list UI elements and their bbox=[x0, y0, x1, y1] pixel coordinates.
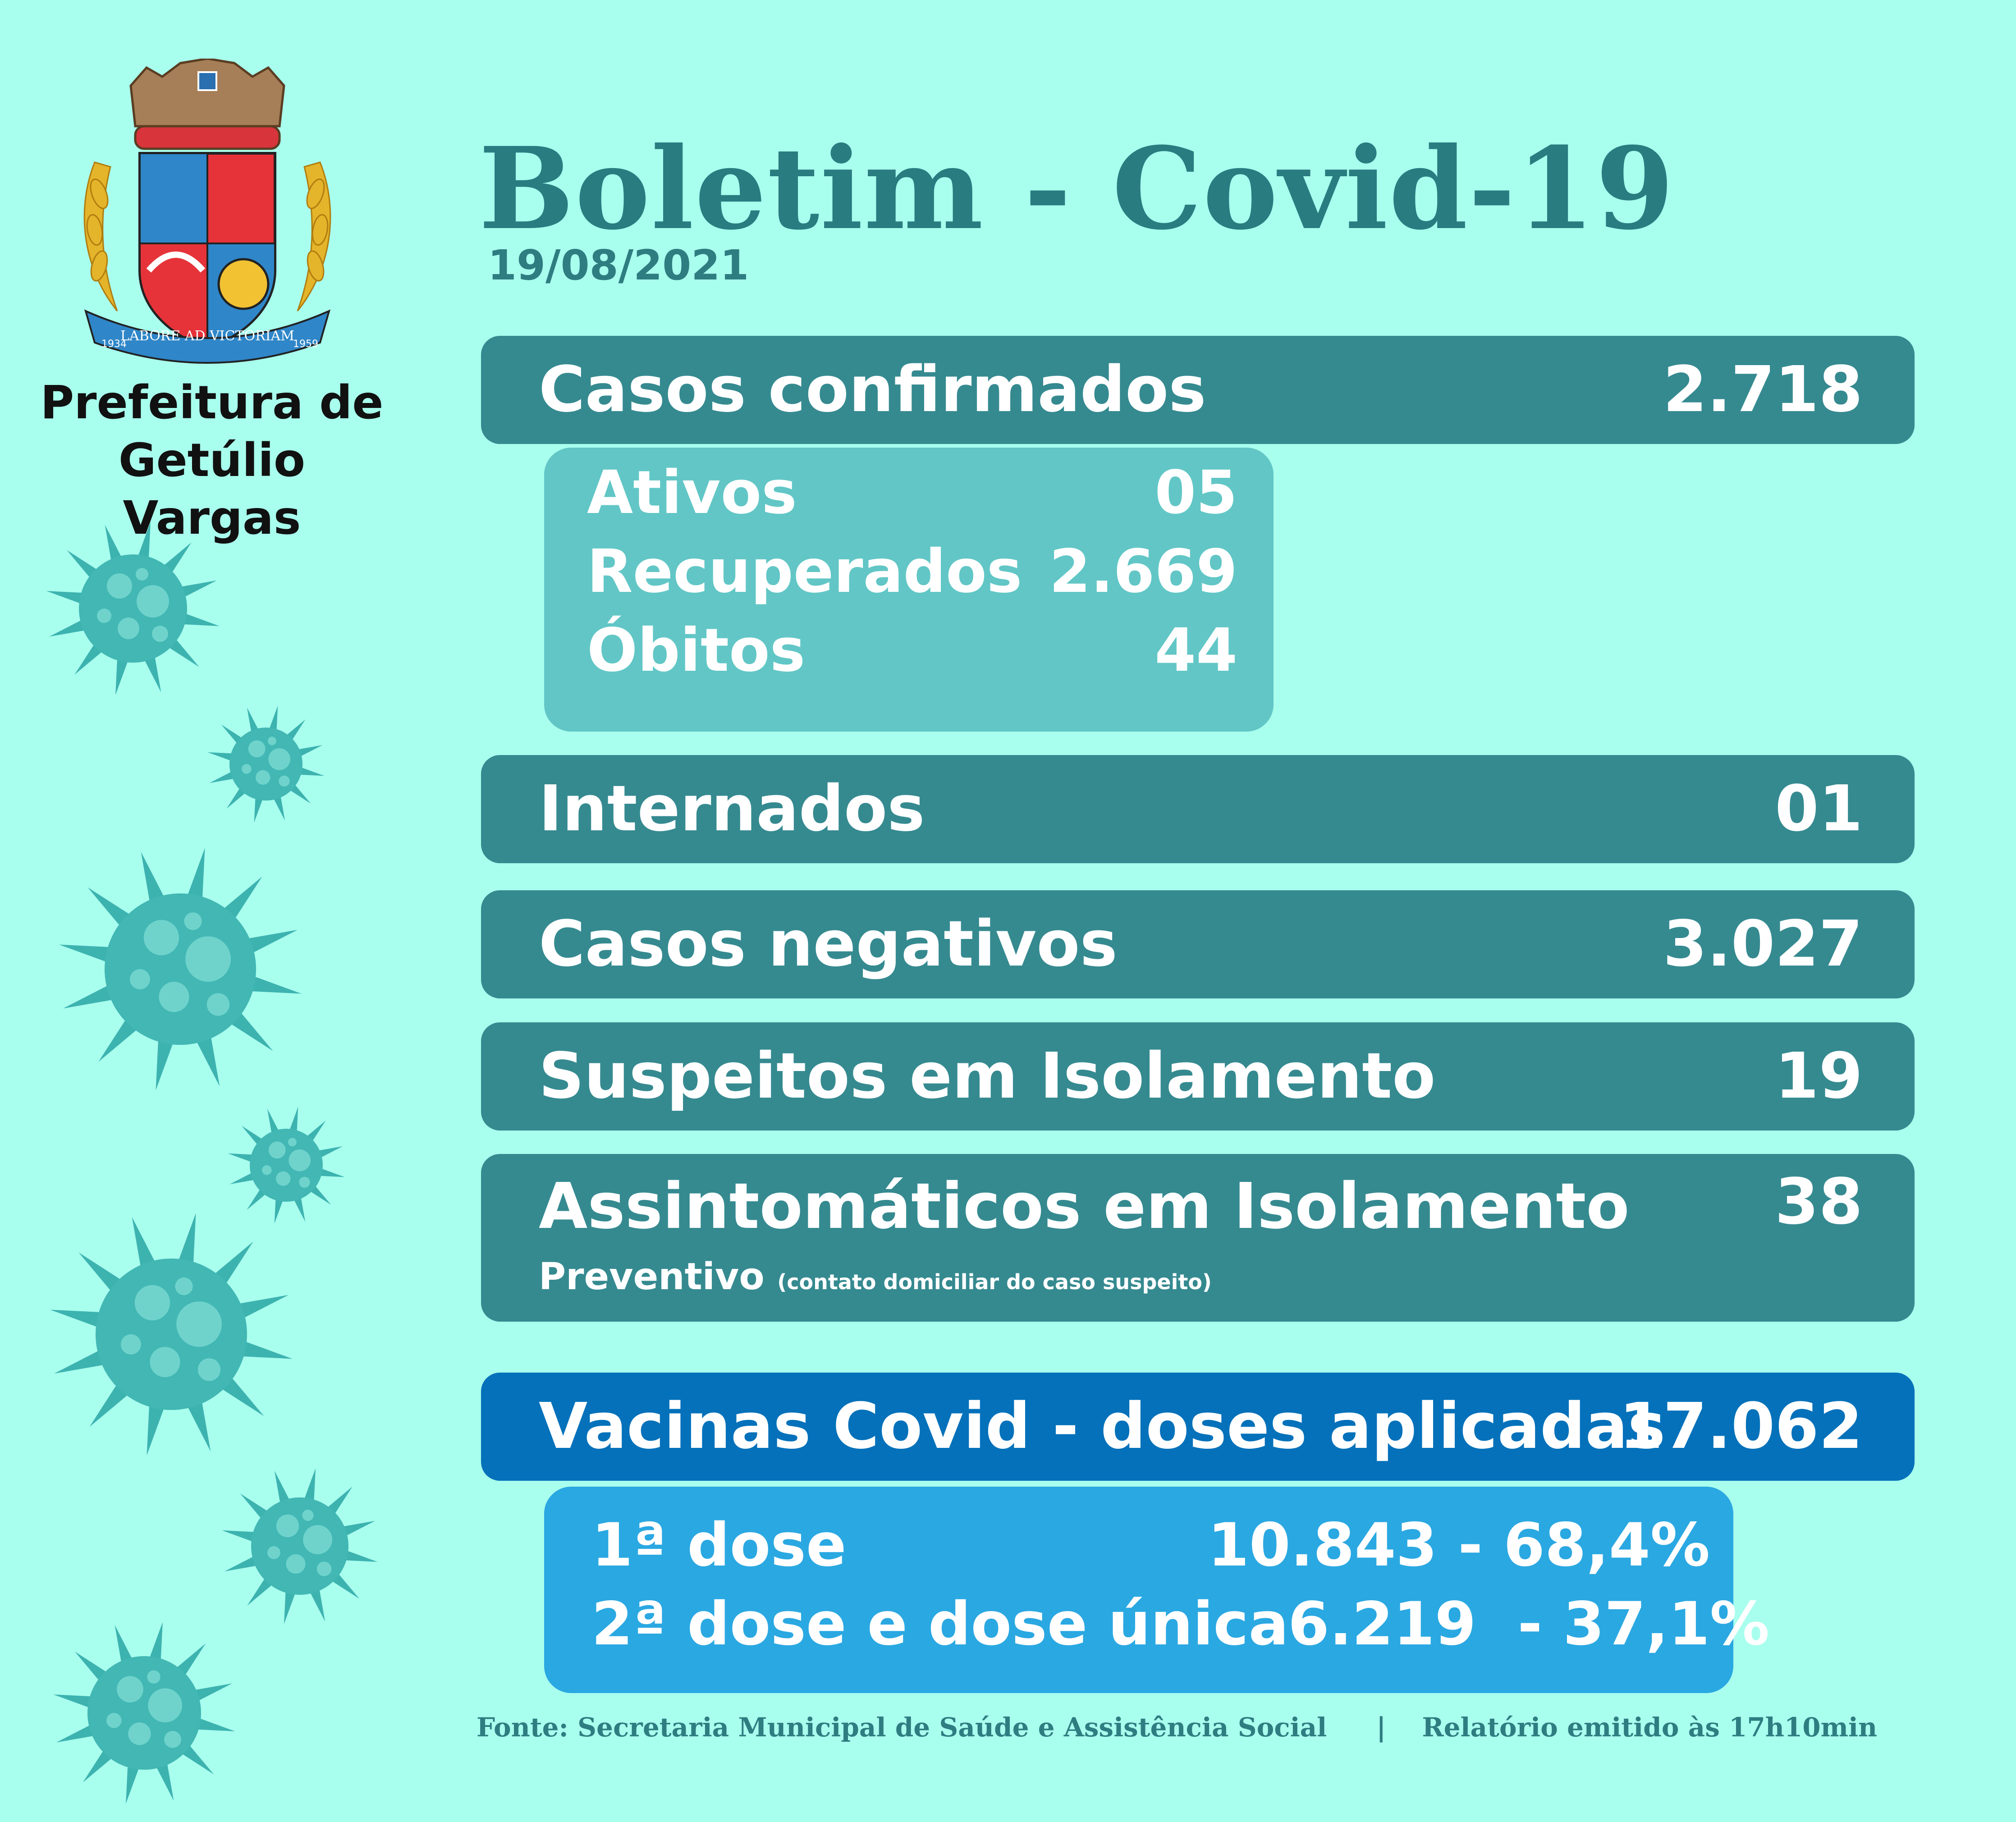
vaccines-label: Vacinas Covid - doses aplicadas bbox=[539, 1390, 1666, 1463]
negative-cases-label: Casos negativos bbox=[539, 907, 1118, 981]
crest-year-right: 1959 bbox=[293, 339, 318, 350]
active-label: Ativos bbox=[587, 458, 797, 527]
recovered-row: Recuperados 2.669 bbox=[544, 533, 1274, 610]
recovered-label: Recuperados bbox=[587, 537, 1022, 606]
first-dose-label: 1ª dose bbox=[591, 1511, 847, 1580]
vaccine-breakdown-panel: 1ª dose 10.843 - 68,4% 2ª dose e dose ún… bbox=[544, 1487, 1769, 1693]
footer-source: Fonte: Secretaria Municipal de Saúde e A… bbox=[477, 1712, 1327, 1743]
virus-icon bbox=[207, 705, 325, 823]
footer-report-time: Relatório emitido às 17h10min bbox=[1422, 1712, 1878, 1743]
deaths-value: 44 bbox=[1155, 616, 1237, 685]
virus-icon bbox=[228, 1107, 345, 1224]
suspected-value: 19 bbox=[1775, 1039, 1863, 1113]
asymptomatic-sublabel-line: Preventivo (contato domiciliar do caso s… bbox=[539, 1255, 1212, 1298]
hospitalized-bar: Internados 01 bbox=[481, 755, 1915, 863]
asymptomatic-sublabel: Preventivo bbox=[539, 1255, 765, 1298]
municipality-name: Prefeitura de Getúlio Vargas bbox=[27, 374, 397, 547]
deaths-row: Óbitos 44 bbox=[544, 612, 1274, 689]
virus-icon bbox=[50, 1213, 293, 1456]
municipality-name-line2: Getúlio Vargas bbox=[118, 434, 306, 545]
asymptomatic-note: (contato domiciliar do caso suspeito) bbox=[777, 1270, 1212, 1294]
virus-icon bbox=[53, 1622, 235, 1804]
confirmed-cases-value: 2.718 bbox=[1663, 353, 1863, 426]
asymptomatic-label: Assintomáticos em Isolamento bbox=[539, 1170, 1630, 1243]
active-value: 05 bbox=[1155, 458, 1237, 527]
vaccines-value: 17.062 bbox=[1619, 1390, 1863, 1463]
second-dose-row: 2ª dose e dose única 6.219 - 37,1% bbox=[544, 1586, 1769, 1662]
deaths-label: Óbitos bbox=[587, 616, 806, 685]
first-dose-value: 10.843 - 68,4% bbox=[1207, 1511, 1710, 1580]
active-row: Ativos 05 bbox=[544, 454, 1274, 531]
footer-separator: | bbox=[1376, 1712, 1386, 1743]
negative-cases-bar: Casos negativos 3.027 bbox=[481, 890, 1915, 998]
suspected-bar: Suspeitos em Isolamento 19 bbox=[481, 1022, 1915, 1131]
hospitalized-value: 01 bbox=[1775, 772, 1863, 846]
asymptomatic-value: 38 bbox=[1775, 1165, 1863, 1239]
suspected-label: Suspeitos em Isolamento bbox=[539, 1039, 1436, 1113]
confirmed-cases-label: Casos confirmados bbox=[539, 353, 1206, 426]
municipal-crest-logo: LABORE AD VICTORIAM 1934 1959 bbox=[83, 59, 331, 364]
negative-cases-value: 3.027 bbox=[1663, 907, 1863, 981]
virus-icon bbox=[222, 1468, 378, 1624]
virus-icon bbox=[59, 848, 302, 1090]
first-dose-row: 1ª dose 10.843 - 68,4% bbox=[544, 1507, 1733, 1584]
hospitalized-label: Internados bbox=[539, 772, 925, 846]
footer: Fonte: Secretaria Municipal de Saúde e A… bbox=[477, 1712, 1919, 1743]
vaccines-bar: Vacinas Covid - doses aplicadas 17.062 bbox=[481, 1373, 1915, 1481]
virus-icon bbox=[46, 522, 220, 696]
asymptomatic-bar: Assintomáticos em Isolamento 38 Preventi… bbox=[481, 1154, 1915, 1322]
confirmed-cases-bar: Casos confirmados 2.718 bbox=[481, 336, 1915, 444]
second-dose-value: 6.219 - 37,1% bbox=[1288, 1589, 1770, 1659]
page-title: Boletim - Covid-19 bbox=[479, 122, 1675, 255]
second-dose-label: 2ª dose e dose única bbox=[591, 1589, 1289, 1659]
bulletin-date: 19/08/2021 bbox=[488, 241, 749, 289]
confirmed-breakdown-panel: Ativos 05 Recuperados 2.669 Óbitos 44 bbox=[544, 448, 1274, 732]
crest-year-left: 1934 bbox=[101, 339, 127, 350]
crest-motto: LABORE AD VICTORIAM bbox=[120, 328, 294, 344]
municipality-name-line1: Prefeitura de bbox=[40, 376, 384, 430]
recovered-value: 2.669 bbox=[1049, 537, 1237, 606]
